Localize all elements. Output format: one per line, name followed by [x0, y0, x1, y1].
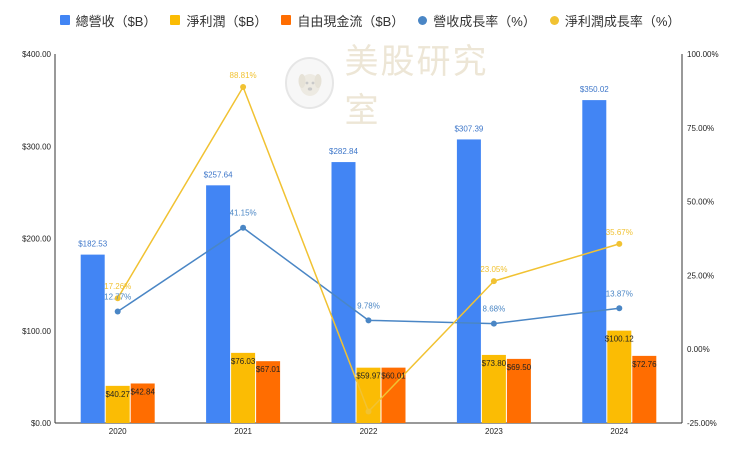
bar [607, 330, 632, 423]
bar [130, 383, 155, 423]
data-label: $76.03 [231, 357, 256, 366]
y-left-tick-label: $200.00 [22, 235, 51, 244]
y-left-tick-label: $400.00 [22, 50, 51, 59]
legend-swatch-fcf [281, 15, 292, 25]
bar [456, 139, 481, 423]
data-label: $69.50 [507, 363, 532, 372]
data-label: 13.87% [606, 289, 633, 298]
bar [582, 100, 607, 423]
data-label: 12.77% [104, 293, 131, 302]
watermark-dog-logo-icon [285, 56, 335, 109]
data-label: $40.27 [105, 390, 130, 399]
bar [331, 162, 356, 424]
data-label: $257.64 [204, 170, 233, 179]
watermark: 美股研究室 [285, 42, 515, 131]
data-label: 17.26% [104, 282, 131, 291]
legend-item-revenue-growth[interactable]: 營收成長率（%） [418, 11, 536, 30]
bar [206, 185, 231, 423]
legend-item-fcf[interactable]: 自由現金流（$B） [281, 11, 404, 30]
line-point [365, 408, 372, 415]
x-tick-label: 2020 [109, 427, 127, 436]
data-label: $60.01 [381, 372, 406, 381]
data-label: $307.39 [454, 124, 483, 133]
line-point [616, 305, 623, 312]
legend-label-revenue-growth: 營收成長率（%） [433, 13, 536, 29]
y-left-tick-label: $300.00 [22, 142, 51, 151]
data-label: $72.76 [632, 360, 657, 369]
x-tick-label: 2023 [485, 427, 503, 436]
y-right-tick-label: -25.00% [687, 419, 717, 428]
bar [80, 254, 105, 423]
legend: 總營收（$B） 淨利潤（$B） 自由現金流（$B） 營收成長率（%） 淨利潤成長… [0, 0, 740, 40]
y-left-tick-label: $0.00 [31, 419, 52, 428]
data-label: $42.84 [130, 387, 155, 396]
data-label: 23.05% [480, 265, 507, 274]
watermark-text: 美股研究室 [344, 41, 489, 131]
legend-item-net-income[interactable]: 淨利潤（$B） [170, 11, 267, 30]
data-label: $67.01 [256, 365, 281, 374]
bar [256, 361, 281, 423]
legend-label-revenue: 總營收（$B） [75, 13, 157, 29]
data-label: $182.53 [78, 240, 107, 249]
line-point [240, 84, 247, 91]
data-label: $73.80 [482, 359, 507, 368]
line-point [616, 240, 623, 247]
bar [481, 354, 506, 423]
data-label: $350.02 [580, 85, 609, 94]
x-tick-label: 2024 [610, 427, 628, 436]
data-label: $100.12 [605, 335, 634, 344]
dog-icon [298, 73, 322, 96]
x-tick-label: 2021 [234, 427, 252, 436]
data-label: $282.84 [329, 147, 358, 156]
bar [105, 385, 130, 423]
y-right-tick-label: 25.00% [687, 271, 714, 280]
legend-item-revenue[interactable]: 總營收（$B） [59, 11, 157, 30]
legend-swatch-revenue-growth [418, 15, 428, 25]
data-label: 35.67% [606, 228, 633, 237]
y-left-tick-label: $100.00 [22, 327, 51, 336]
data-label: 8.68% [483, 305, 506, 314]
legend-swatch-net-income [170, 15, 181, 25]
bar [632, 355, 657, 423]
line-point [114, 308, 121, 315]
series-line [117, 85, 620, 413]
legend-item-net-income-growth[interactable]: 淨利潤成長率（%） [549, 11, 681, 30]
y-right-tick-label: 75.00% [687, 124, 714, 133]
line-point [240, 224, 247, 231]
line-point [365, 317, 372, 324]
y-right-tick-label: 100.00% [687, 50, 719, 59]
bar [506, 358, 531, 423]
legend-label-net-income-growth: 淨利潤成長率（%） [564, 13, 681, 29]
line-point [490, 278, 497, 285]
data-label: 41.15% [230, 209, 257, 218]
legend-swatch-revenue [59, 15, 70, 25]
data-label: $59.97 [356, 372, 381, 381]
x-tick-label: 2022 [360, 427, 378, 436]
bar [231, 352, 256, 423]
data-label: 9.78% [357, 301, 380, 310]
data-label: 88.81% [230, 71, 257, 80]
y-right-tick-label: 50.00% [687, 198, 714, 207]
legend-label-fcf: 自由現金流（$B） [297, 13, 405, 29]
legend-label-net-income: 淨利潤（$B） [186, 13, 268, 29]
line-point [490, 320, 497, 327]
y-right-tick-label: 0.00% [687, 345, 710, 354]
line-point [114, 295, 121, 302]
legend-swatch-net-income-growth [549, 15, 559, 25]
